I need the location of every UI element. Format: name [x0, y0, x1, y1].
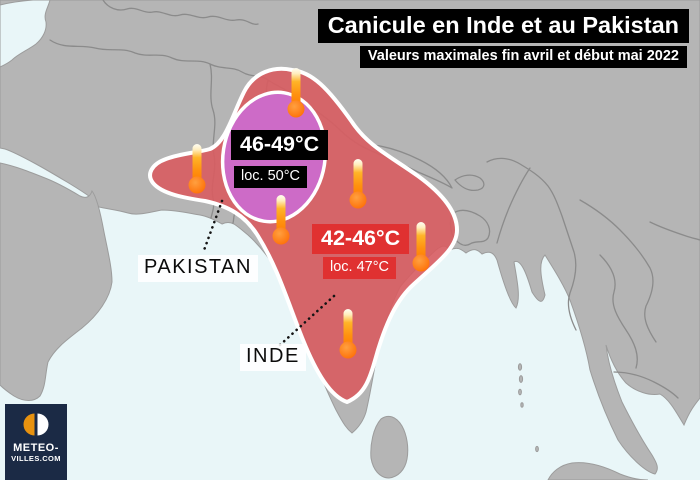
high-zone-local-label: loc. 47°C [323, 257, 396, 279]
meteo-villes-logo: METEO- VILLES.COM [5, 404, 67, 480]
extreme-zone-local-label: loc. 50°C [234, 166, 307, 188]
map-subtitle: Valeurs maximales fin avril et début mai… [359, 46, 687, 68]
extreme-zone-range-label: 46-49°C [231, 130, 329, 160]
high-zone-range-label: 42-46°C [312, 224, 410, 254]
leader-lines [201, 199, 336, 347]
logo-text-line1: METEO- [13, 442, 59, 454]
half-sun-icon [23, 413, 49, 436]
pakistan-leader-line [201, 199, 224, 255]
india-leader-line [278, 294, 336, 347]
logo-text-line2: VILLES.COM [11, 454, 61, 463]
map-title: Canicule en Inde et au Pakistan [317, 9, 689, 44]
india-label: INDE [240, 344, 306, 371]
caspian-sea [0, 0, 51, 68]
pakistan-label: PAKISTAN [138, 255, 258, 282]
